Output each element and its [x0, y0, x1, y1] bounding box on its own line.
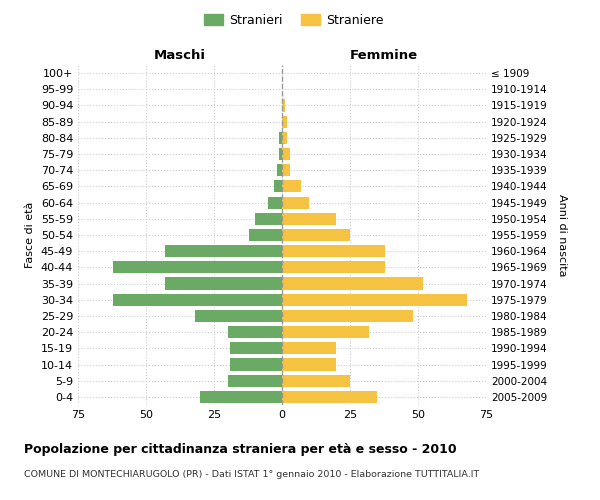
Bar [279, 148, 282, 160]
Bar [282, 116, 287, 128]
Bar [255, 212, 282, 225]
Bar [282, 391, 377, 403]
Bar [282, 294, 467, 306]
Bar [274, 180, 282, 192]
Bar [250, 229, 282, 241]
Bar [230, 358, 282, 370]
Y-axis label: Fasce di età: Fasce di età [25, 202, 35, 268]
Bar [282, 196, 309, 208]
Bar [282, 229, 350, 241]
Bar [113, 294, 282, 306]
Bar [195, 310, 282, 322]
Text: Maschi: Maschi [154, 49, 206, 62]
Bar [282, 278, 424, 289]
Bar [113, 262, 282, 274]
Text: Femmine: Femmine [350, 49, 418, 62]
Bar [282, 100, 285, 112]
Bar [227, 326, 282, 338]
Bar [230, 342, 282, 354]
Bar [282, 374, 350, 387]
Text: Popolazione per cittadinanza straniera per età e sesso - 2010: Popolazione per cittadinanza straniera p… [24, 442, 457, 456]
Bar [165, 278, 282, 289]
Bar [282, 342, 337, 354]
Bar [282, 358, 337, 370]
Y-axis label: Anni di nascita: Anni di nascita [557, 194, 567, 276]
Bar [282, 148, 290, 160]
Bar [282, 245, 385, 258]
Bar [277, 164, 282, 176]
Bar [282, 262, 385, 274]
Bar [282, 132, 287, 144]
Bar [227, 374, 282, 387]
Bar [200, 391, 282, 403]
Bar [282, 310, 413, 322]
Bar [282, 164, 290, 176]
Bar [282, 180, 301, 192]
Text: COMUNE DI MONTECHIARUGOLO (PR) - Dati ISTAT 1° gennaio 2010 - Elaborazione TUTTI: COMUNE DI MONTECHIARUGOLO (PR) - Dati IS… [24, 470, 479, 479]
Bar [282, 326, 369, 338]
Bar [279, 132, 282, 144]
Bar [165, 245, 282, 258]
Bar [268, 196, 282, 208]
Bar [282, 212, 337, 225]
Legend: Stranieri, Straniere: Stranieri, Straniere [199, 8, 389, 32]
